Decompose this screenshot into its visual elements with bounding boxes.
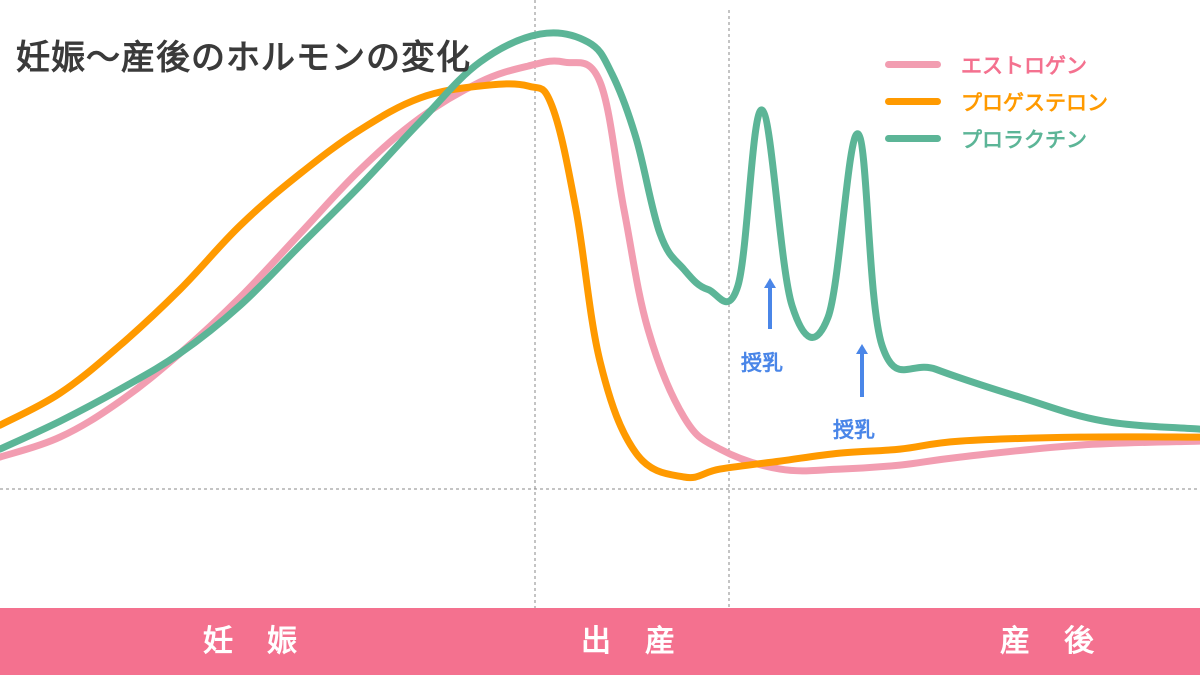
phase-label-delivery: 出産: [581, 624, 709, 659]
legend: エストロゲン プロゲステロン プロラクチン: [885, 46, 1108, 157]
annotation-breastfeeding-1: 授乳: [741, 351, 783, 375]
annotation-breastfeeding-2: 授乳: [833, 418, 875, 442]
series-lines: [0, 29, 1200, 482]
breastfeeding-arrow-2-icon: [856, 344, 868, 397]
phase-label-pregnancy: 妊娠: [203, 624, 331, 659]
annotation-arrows: [764, 278, 868, 397]
legend-swatch-prolactin: [885, 135, 941, 142]
legend-label-estrogen: エストロゲン: [961, 53, 1087, 78]
legend-swatch-progesterone: [885, 98, 941, 105]
legend-item-progesterone: プロゲステロン: [885, 83, 1108, 120]
legend-item-estrogen: エストロゲン: [885, 46, 1108, 83]
reference-lines: [0, 0, 1200, 608]
phase-bar: 妊娠 出産 産後: [0, 608, 1200, 675]
series-line-progesterone: [0, 80, 1200, 482]
legend-swatch-estrogen: [885, 61, 941, 68]
legend-label-progesterone: プロゲステロン: [961, 90, 1108, 115]
legend-item-prolactin: プロラクチン: [885, 120, 1108, 157]
chart-title: 妊娠～産後のホルモンの変化: [16, 38, 471, 78]
series-line-prolactin: [0, 29, 1200, 453]
series-line-estrogen: [0, 57, 1200, 475]
legend-label-prolactin: プロラクチン: [961, 127, 1087, 152]
phase-label-postpartum: 産後: [1000, 624, 1128, 659]
breastfeeding-arrow-1-icon: [764, 278, 776, 329]
